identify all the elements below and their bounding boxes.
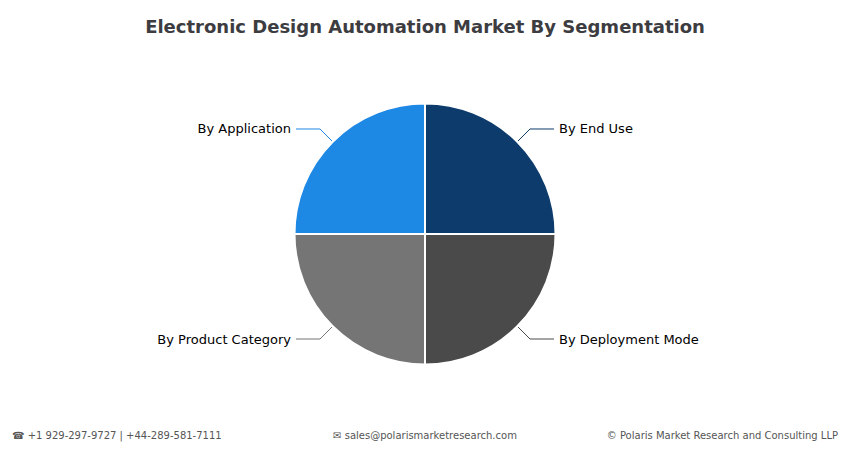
svg-text:✉ sales@polarismarketresearch.: ✉ sales@polarismarketresearch.com [333, 430, 517, 441]
svg-text:By End Use: By End Use [559, 121, 633, 136]
svg-text:By Application: By Application [198, 121, 291, 136]
svg-text:Electronic Design Automation M: Electronic Design Automation Market By S… [145, 16, 705, 37]
svg-text:© Polaris Market Research and: © Polaris Market Research and Consulting… [607, 430, 838, 441]
svg-text:☎ +1 929-297-9727 | +44-289-58: ☎ +1 929-297-9727 | +44-289-581-7111 [12, 430, 222, 442]
svg-text:By Product Category: By Product Category [157, 332, 291, 347]
svg-text:By Deployment Mode: By Deployment Mode [559, 332, 699, 347]
